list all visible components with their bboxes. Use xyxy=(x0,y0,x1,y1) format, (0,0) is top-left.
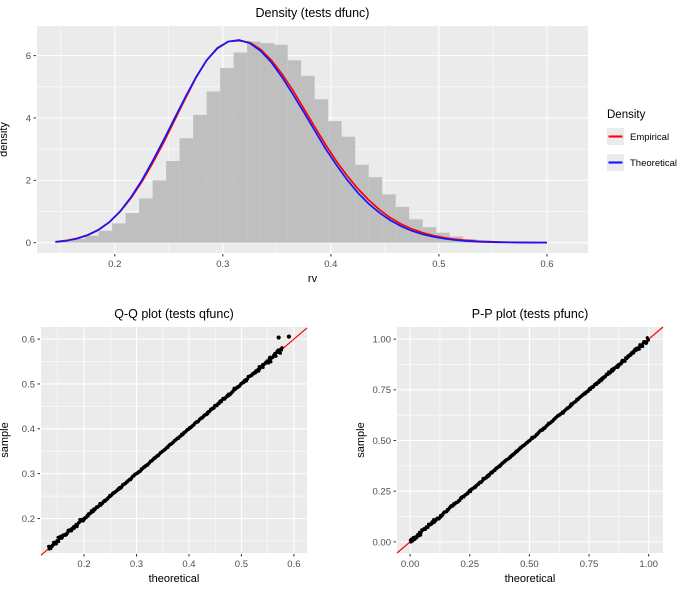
density-plot: 0.2 0.3 0.4 0.5 0.6 0 2 4 6 rv density Density (tes… xyxy=(0,6,588,285)
data-point xyxy=(637,347,641,351)
histogram-bar xyxy=(206,91,221,243)
y-axis-title: sample xyxy=(355,422,367,457)
y-tick-label: 0.2 xyxy=(22,514,35,525)
y-tick-label: 0 xyxy=(26,238,31,249)
histogram-bar xyxy=(355,164,369,243)
x-tick-label: 0.3 xyxy=(216,259,229,270)
histogram-bar xyxy=(328,121,342,243)
scatter-points-pp xyxy=(408,336,651,544)
pp-plot: 0.00 0.25 0.50 0.75 1.00 0.00 0.25 0.50 0.75 1.00… xyxy=(355,307,664,585)
x-tick-label: 0.3 xyxy=(130,559,143,570)
x-tick-label: 1.00 xyxy=(639,559,658,570)
y-tick-label: 4 xyxy=(26,113,31,124)
data-point xyxy=(641,344,645,348)
histogram-bar xyxy=(314,99,329,243)
histogram-bar xyxy=(274,44,288,243)
outlier-point xyxy=(276,335,281,340)
histogram-bar xyxy=(260,43,275,243)
histogram-bar xyxy=(220,68,234,243)
histogram-bar xyxy=(166,161,180,243)
qq-plot: 0.2 0.3 0.4 0.5 0.6 0.2 0.3 0.4 0.5 0.6 theoretica… xyxy=(0,307,308,585)
plot-title-pp: P-P plot (tests pfunc) xyxy=(472,307,589,321)
legend-label-empirical: Empirical xyxy=(630,132,669,143)
x-tick-label: 0.50 xyxy=(520,559,539,570)
x-tick-label: 0.75 xyxy=(580,559,599,570)
histogram-bar xyxy=(58,241,72,243)
histogram-bar xyxy=(125,213,140,243)
histogram-bar xyxy=(193,114,207,243)
x-tick-label: 0.2 xyxy=(108,259,121,270)
y-tick-label: 0.50 xyxy=(373,436,392,447)
y-tick-label: 0.25 xyxy=(373,487,392,498)
data-point xyxy=(623,359,627,363)
data-point xyxy=(269,360,273,364)
x-tick-label: 0.2 xyxy=(77,559,90,570)
plot-title-qq: Q-Q plot (tests qfunc) xyxy=(114,307,233,321)
x-axis-title: theoretical xyxy=(505,573,556,585)
axes-qq: 0.2 0.3 0.4 0.5 0.6 0.2 0.3 0.4 0.5 0.6 theoretica… xyxy=(0,307,300,585)
y-tick-label: 0.6 xyxy=(22,335,35,346)
y-axis-title: sample xyxy=(0,422,11,457)
gridlines-qq xyxy=(41,327,307,553)
outlier-point xyxy=(286,334,291,339)
histogram-bar xyxy=(139,198,153,243)
x-tick-label: 0.4 xyxy=(324,259,337,270)
histogram-bar xyxy=(301,75,315,243)
data-point xyxy=(278,351,282,355)
legend-density: Density Empirical Theoretical xyxy=(607,109,677,171)
data-point xyxy=(261,365,265,370)
axes-pp: 0.00 0.25 0.50 0.75 1.00 0.00 0.25 0.50 0.75 1.00… xyxy=(355,307,658,585)
y-tick-label: 0.5 xyxy=(22,379,35,390)
x-tick-label: 0.5 xyxy=(432,259,445,270)
histogram-bar xyxy=(85,235,99,243)
y-tick-label: 2 xyxy=(26,176,31,187)
plot-title-density: Density (tests dfunc) xyxy=(256,6,370,20)
density-curve-theoretical xyxy=(55,39,547,244)
x-tick-label: 0.6 xyxy=(540,259,553,270)
x-tick-label: 0.4 xyxy=(182,559,195,570)
data-point xyxy=(280,346,284,350)
x-axis-title: rv xyxy=(308,273,318,285)
histogram-bar xyxy=(287,60,302,243)
axes-density: 0.2 0.3 0.4 0.5 0.6 0 2 4 6 rv density Density (tes… xyxy=(0,6,554,285)
data-point xyxy=(419,533,423,537)
y-tick-label: 6 xyxy=(26,51,31,62)
data-point xyxy=(274,354,278,358)
histogram-bar xyxy=(152,180,167,243)
y-tick-label: 1.00 xyxy=(373,335,392,346)
data-point xyxy=(645,341,649,345)
data-point xyxy=(54,542,59,546)
x-tick-label: 0.00 xyxy=(401,559,420,570)
x-tick-label: 0.25 xyxy=(461,559,480,570)
legend-label-theoretical: Theoretical xyxy=(630,158,677,169)
x-tick-label: 0.5 xyxy=(235,559,248,570)
histogram-bar xyxy=(98,230,113,243)
data-point xyxy=(57,539,61,544)
histogram-bar xyxy=(112,223,126,243)
x-tick-label: 0.6 xyxy=(287,559,300,570)
data-point xyxy=(212,406,216,410)
histogram-bar xyxy=(341,136,356,243)
x-axis-title: theoretical xyxy=(149,573,200,585)
data-point xyxy=(646,338,651,342)
legend-title: Density xyxy=(607,109,646,121)
histogram-bar xyxy=(179,138,194,243)
y-tick-label: 0.4 xyxy=(22,424,35,435)
histogram-bar xyxy=(71,238,86,243)
y-tick-label: 0.00 xyxy=(373,537,392,548)
scatter-points-qq xyxy=(47,334,291,551)
y-tick-label: 0.75 xyxy=(373,385,392,396)
histogram-bar xyxy=(233,52,248,243)
histogram-bar xyxy=(247,41,261,243)
y-axis-title: density xyxy=(0,122,10,157)
y-tick-label: 0.3 xyxy=(22,469,35,480)
